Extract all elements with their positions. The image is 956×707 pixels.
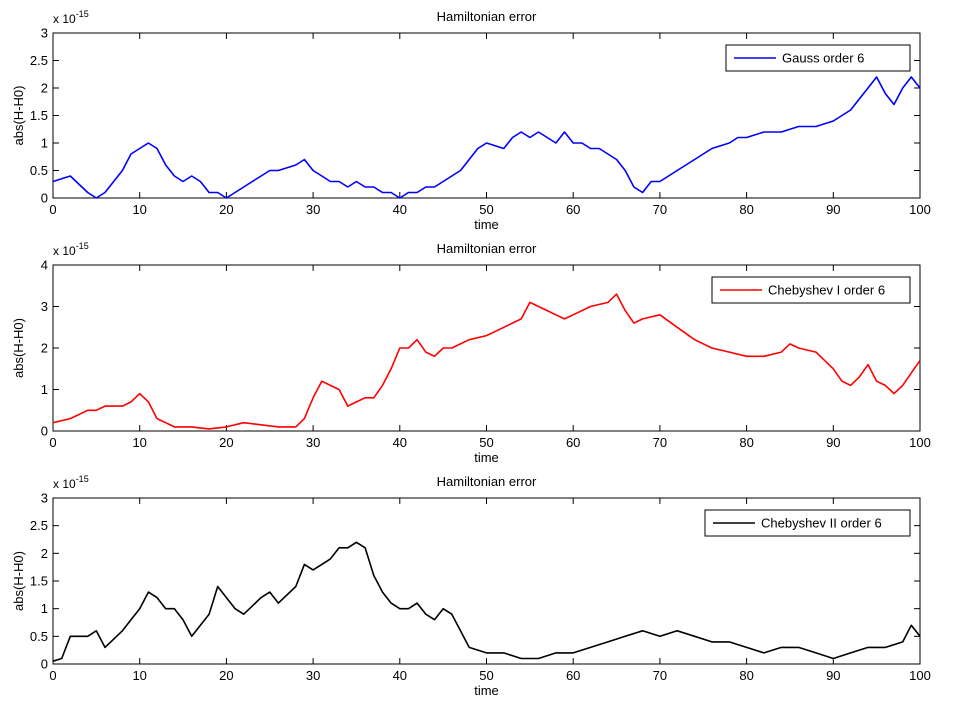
legend-label: Gauss order 6: [782, 51, 864, 66]
y-tick-label: 0: [41, 424, 48, 439]
y-tick-label: 1: [41, 382, 48, 397]
x-tick-label: 70: [653, 435, 667, 450]
y-tick-label: 1: [41, 601, 48, 616]
x-tick-label: 20: [219, 668, 233, 683]
x-tick-label: 90: [826, 202, 840, 217]
scale-factor-label: x 10-15: [53, 9, 89, 26]
subplot-2: 0 10 20 30 40 50 60 70 80 90 100 0 1 2 3 4 Hamiltonian e…: [11, 241, 931, 465]
x-tick-label: 0: [49, 435, 56, 450]
plot-title: Hamiltonian error: [437, 241, 537, 256]
x-tick-label: 100: [909, 668, 931, 683]
x-tick-label: 80: [739, 668, 753, 683]
y-tick-label: 3: [41, 491, 48, 506]
x-tick-label: 60: [566, 668, 580, 683]
scale-factor-label: x 10-15: [53, 474, 89, 491]
x-tick-label: 60: [566, 202, 580, 217]
x-tick-label: 30: [306, 202, 320, 217]
y-tick-label: 0: [41, 191, 48, 206]
x-tick-label: 20: [219, 435, 233, 450]
legend-label: Chebyshev II order 6: [761, 516, 882, 531]
x-tick-label: 100: [909, 202, 931, 217]
y-tick-label: 1.5: [30, 574, 48, 589]
x-tick-label: 40: [393, 668, 407, 683]
y-tick-label: 3: [41, 299, 48, 314]
y-tick-label: 2.5: [30, 518, 48, 533]
x-tick-label: 30: [306, 435, 320, 450]
x-tick-label: 80: [739, 202, 753, 217]
x-tick-label: 0: [49, 668, 56, 683]
series-line: [52, 293, 921, 430]
plot-title: Hamiltonian error: [437, 9, 537, 24]
x-tick-label: 10: [132, 202, 146, 217]
x-tick-label: 40: [393, 435, 407, 450]
x-axis-label: time: [474, 217, 499, 232]
x-axis-label: time: [474, 450, 499, 465]
y-tick-label: 2: [41, 341, 48, 356]
x-tick-label: 10: [132, 668, 146, 683]
x-tick-label: 50: [479, 668, 493, 683]
y-tick-label: 1: [41, 136, 48, 151]
x-axis-label: time: [474, 683, 499, 698]
x-tick-label: 50: [479, 202, 493, 217]
y-axis-label: abs(H-H0): [11, 86, 26, 146]
x-tick-label: 70: [653, 668, 667, 683]
x-tick-label: 10: [132, 435, 146, 450]
y-tick-label: 0.5: [30, 163, 48, 178]
x-tick-label: 30: [306, 668, 320, 683]
x-tick-label: 80: [739, 435, 753, 450]
x-tick-label: 0: [49, 202, 56, 217]
y-axis-label: abs(H-H0): [11, 318, 26, 378]
subplot-3: 0 10 20 30 40 50 60 70 80 90 100 0 0.5 1 1.5 2 2.5 3 Hamil…: [11, 474, 931, 698]
series-line: [52, 76, 921, 199]
x-tick-label: 70: [653, 202, 667, 217]
scale-factor-label: x 10-15: [53, 241, 89, 258]
y-tick-label: 3: [41, 26, 48, 41]
x-tick-label: 90: [826, 435, 840, 450]
y-tick-label: 1.5: [30, 108, 48, 123]
x-tick-label: 40: [393, 202, 407, 217]
y-tick-label: 4: [41, 258, 48, 273]
plot-title: Hamiltonian error: [437, 474, 537, 489]
y-axis-label: abs(H-H0): [11, 551, 26, 611]
subplot-1: 0 10 20 30 40 50 60 70 80 90 100 0 0.5 1 1.5 2 2.5 3 Hamil…: [11, 9, 931, 232]
x-tick-label: 20: [219, 202, 233, 217]
x-tick-label: 50: [479, 435, 493, 450]
y-tick-label: 2.5: [30, 53, 48, 68]
x-tick-label: 60: [566, 435, 580, 450]
x-tick-label: 90: [826, 668, 840, 683]
x-tick-label: 100: [909, 435, 931, 450]
y-tick-label: 0.5: [30, 629, 48, 644]
legend-label: Chebyshev I order 6: [768, 283, 885, 298]
y-tick-label: 0: [41, 657, 48, 672]
y-tick-label: 2: [41, 81, 48, 96]
series-line: [52, 541, 921, 662]
y-tick-label: 2: [41, 546, 48, 561]
